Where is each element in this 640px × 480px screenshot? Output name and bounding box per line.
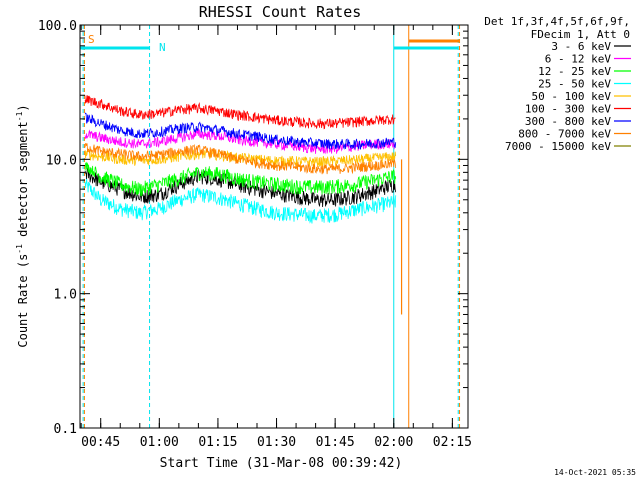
series-line-0 xyxy=(84,167,397,208)
series-line-6 xyxy=(84,112,397,150)
legend-header-line-1: Det 1f,3f,4f,5f,6f,9f, xyxy=(484,15,630,28)
series-line-2 xyxy=(84,161,397,198)
y-axis-label: Count Rate (s-1 detector segment-1) xyxy=(15,104,30,347)
y-tick-label-0: 0.1 xyxy=(54,422,77,437)
y-tick-label-3: 100.0 xyxy=(38,19,77,34)
legend-label-5: 100 - 300 keV xyxy=(525,103,611,116)
y-tick-label-2: 10.0 xyxy=(46,153,77,168)
x-axis-label: Start Time (31-Mar-08 00:39:42) xyxy=(160,456,403,471)
series-layer xyxy=(84,95,397,224)
x-tick-label-5: 02:00 xyxy=(374,435,413,450)
x-tick-label-4: 01:45 xyxy=(316,435,355,450)
chart-title: RHESSI Count Rates xyxy=(199,3,362,21)
x-tick-label-3: 01:30 xyxy=(257,435,296,450)
legend-label-0: 3 - 6 keV xyxy=(551,40,611,53)
x-tick-label-2: 01:15 xyxy=(198,435,237,450)
x-tick-label-1: 01:00 xyxy=(140,435,179,450)
legend-label-4: 50 - 100 keV xyxy=(532,90,612,103)
attenuator-label: S xyxy=(88,33,95,46)
series-line-3 xyxy=(84,178,397,224)
legend-label-7: 800 - 7000 keV xyxy=(518,128,611,141)
plot-frame xyxy=(79,24,469,429)
legend: Det 1f,3f,4f,5f,6f,9f, FDecim 1, Att 0 3… xyxy=(484,15,631,153)
annotations-layer xyxy=(80,25,461,428)
legend-label-2: 12 - 25 keV xyxy=(538,65,611,78)
series-line-7 xyxy=(84,143,397,175)
plot-area: 0.1 1.0 10.0 100.0 00:45 01:00 01:15 01:30 01:45… xyxy=(38,19,472,450)
x-tick-label-0: 00:45 xyxy=(81,435,120,450)
legend-label-6: 300 - 800 keV xyxy=(525,115,611,128)
legend-label-3: 25 - 50 keV xyxy=(538,78,611,91)
generation-timestamp: 14-Oct-2021 05:35 xyxy=(554,468,636,477)
legend-header-line-2: FDecim 1, Att 0 xyxy=(531,28,630,41)
legend-label-8: 7000 - 15000 keV xyxy=(505,140,611,153)
legend-label-1: 6 - 12 keV xyxy=(545,53,612,66)
series-line-5 xyxy=(84,95,396,130)
axis-ticks: 0.1 1.0 10.0 100.0 00:45 01:00 01:15 01:30 01:45… xyxy=(38,19,472,450)
x-tick-label-6: 02:15 xyxy=(433,435,472,450)
y-tick-label-1: 1.0 xyxy=(54,288,77,303)
saa-label: N xyxy=(159,41,166,54)
